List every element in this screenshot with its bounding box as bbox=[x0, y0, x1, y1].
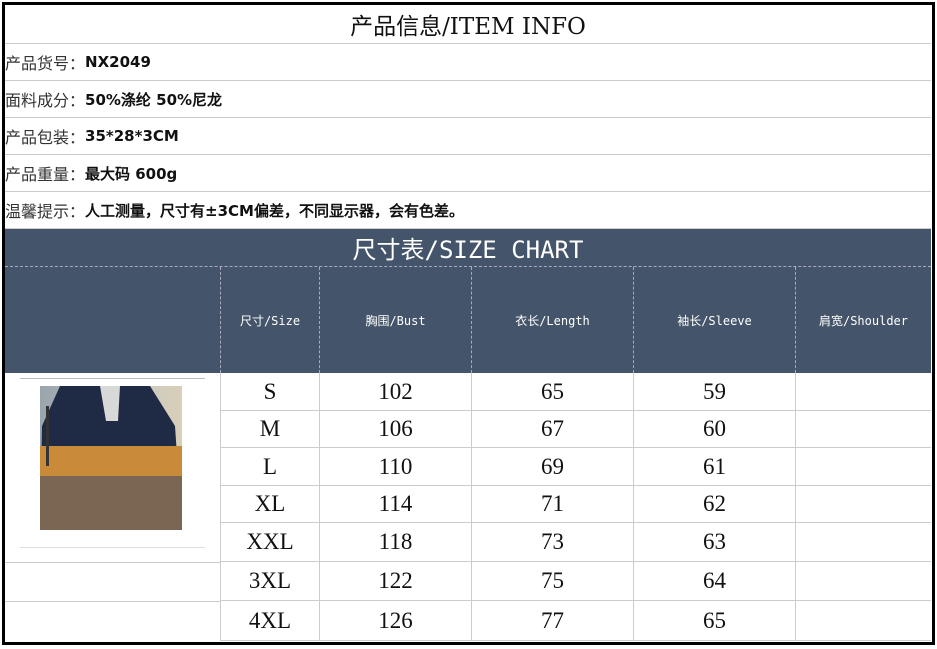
table-cell bbox=[795, 448, 931, 486]
table-cell: 60 bbox=[633, 411, 795, 448]
table-cell: 3XL bbox=[220, 562, 319, 601]
table-cell: 110 bbox=[319, 448, 471, 486]
divider bbox=[5, 562, 220, 563]
info-row: 产品货号： NX2049 bbox=[5, 44, 931, 81]
table-cell: 63 bbox=[633, 523, 795, 562]
table-cell: XL bbox=[220, 486, 319, 523]
table-cell: 118 bbox=[319, 523, 471, 562]
column-header: 衣长/Length bbox=[471, 267, 633, 373]
table-cell: 69 bbox=[471, 448, 633, 486]
table-cell: 126 bbox=[319, 601, 471, 641]
table-cell: 102 bbox=[319, 373, 471, 411]
info-value: 50%涤纶 50%尼龙 bbox=[85, 90, 223, 109]
size-chart-title: 尺寸表/SIZE CHART bbox=[5, 229, 931, 267]
info-value: 最大码 600g bbox=[85, 164, 178, 183]
table-cell: L bbox=[220, 448, 319, 486]
table-cell: 75 bbox=[471, 562, 633, 601]
table-cell bbox=[795, 562, 931, 601]
table-cell: 114 bbox=[319, 486, 471, 523]
info-value: NX2049 bbox=[85, 53, 151, 71]
divider bbox=[20, 547, 205, 548]
info-label: 温馨提示： bbox=[5, 202, 86, 221]
table-cell: 59 bbox=[633, 373, 795, 411]
table-cell: 106 bbox=[319, 411, 471, 448]
divider bbox=[20, 378, 205, 379]
table-cell: XXL bbox=[220, 523, 319, 562]
info-label: 产品包装： bbox=[5, 128, 86, 147]
table-cell: 77 bbox=[471, 601, 633, 641]
table-cell: 67 bbox=[471, 411, 633, 448]
divider bbox=[5, 601, 220, 602]
column-header: 肩宽/Shoulder bbox=[795, 267, 931, 373]
column-header: 尺寸/Size bbox=[220, 267, 319, 373]
table-cell: 122 bbox=[319, 562, 471, 601]
table-cell: 61 bbox=[633, 448, 795, 486]
info-row: 温馨提示： 人工测量，尺寸有±3CM偏差，不同显示器，会有色差。 bbox=[5, 192, 931, 229]
info-row: 产品包装： 35*28*3CM bbox=[5, 118, 931, 155]
table-cell bbox=[795, 601, 931, 641]
table-cell: 64 bbox=[633, 562, 795, 601]
table-cell: 65 bbox=[471, 373, 633, 411]
item-info-title: 产品信息/ITEM INFO bbox=[5, 5, 931, 44]
table-cell: 4XL bbox=[220, 601, 319, 641]
product-photo bbox=[40, 386, 182, 530]
column-header: 胸围/Bust bbox=[319, 267, 471, 373]
table-cell: M bbox=[220, 411, 319, 448]
info-value: 35*28*3CM bbox=[85, 127, 179, 145]
table-cell: 73 bbox=[471, 523, 633, 562]
table-cell: 65 bbox=[633, 601, 795, 641]
table-cell: 71 bbox=[471, 486, 633, 523]
info-label: 产品货号： bbox=[5, 54, 86, 73]
info-value: 人工测量，尺寸有±3CM偏差，不同显示器，会有色差。 bbox=[85, 201, 464, 220]
table-cell bbox=[795, 486, 931, 523]
info-label: 产品重量： bbox=[5, 165, 86, 184]
table-cell bbox=[795, 523, 931, 562]
info-row: 产品重量： 最大码 600g bbox=[5, 155, 931, 192]
table-cell bbox=[795, 373, 931, 411]
column-header: 袖长/Sleeve bbox=[633, 267, 795, 373]
info-row: 面料成分： 50%涤纶 50%尼龙 bbox=[5, 81, 931, 118]
table-cell: 62 bbox=[633, 486, 795, 523]
table-cell: S bbox=[220, 373, 319, 411]
table-cell bbox=[795, 411, 931, 448]
info-label: 面料成分： bbox=[5, 91, 86, 110]
